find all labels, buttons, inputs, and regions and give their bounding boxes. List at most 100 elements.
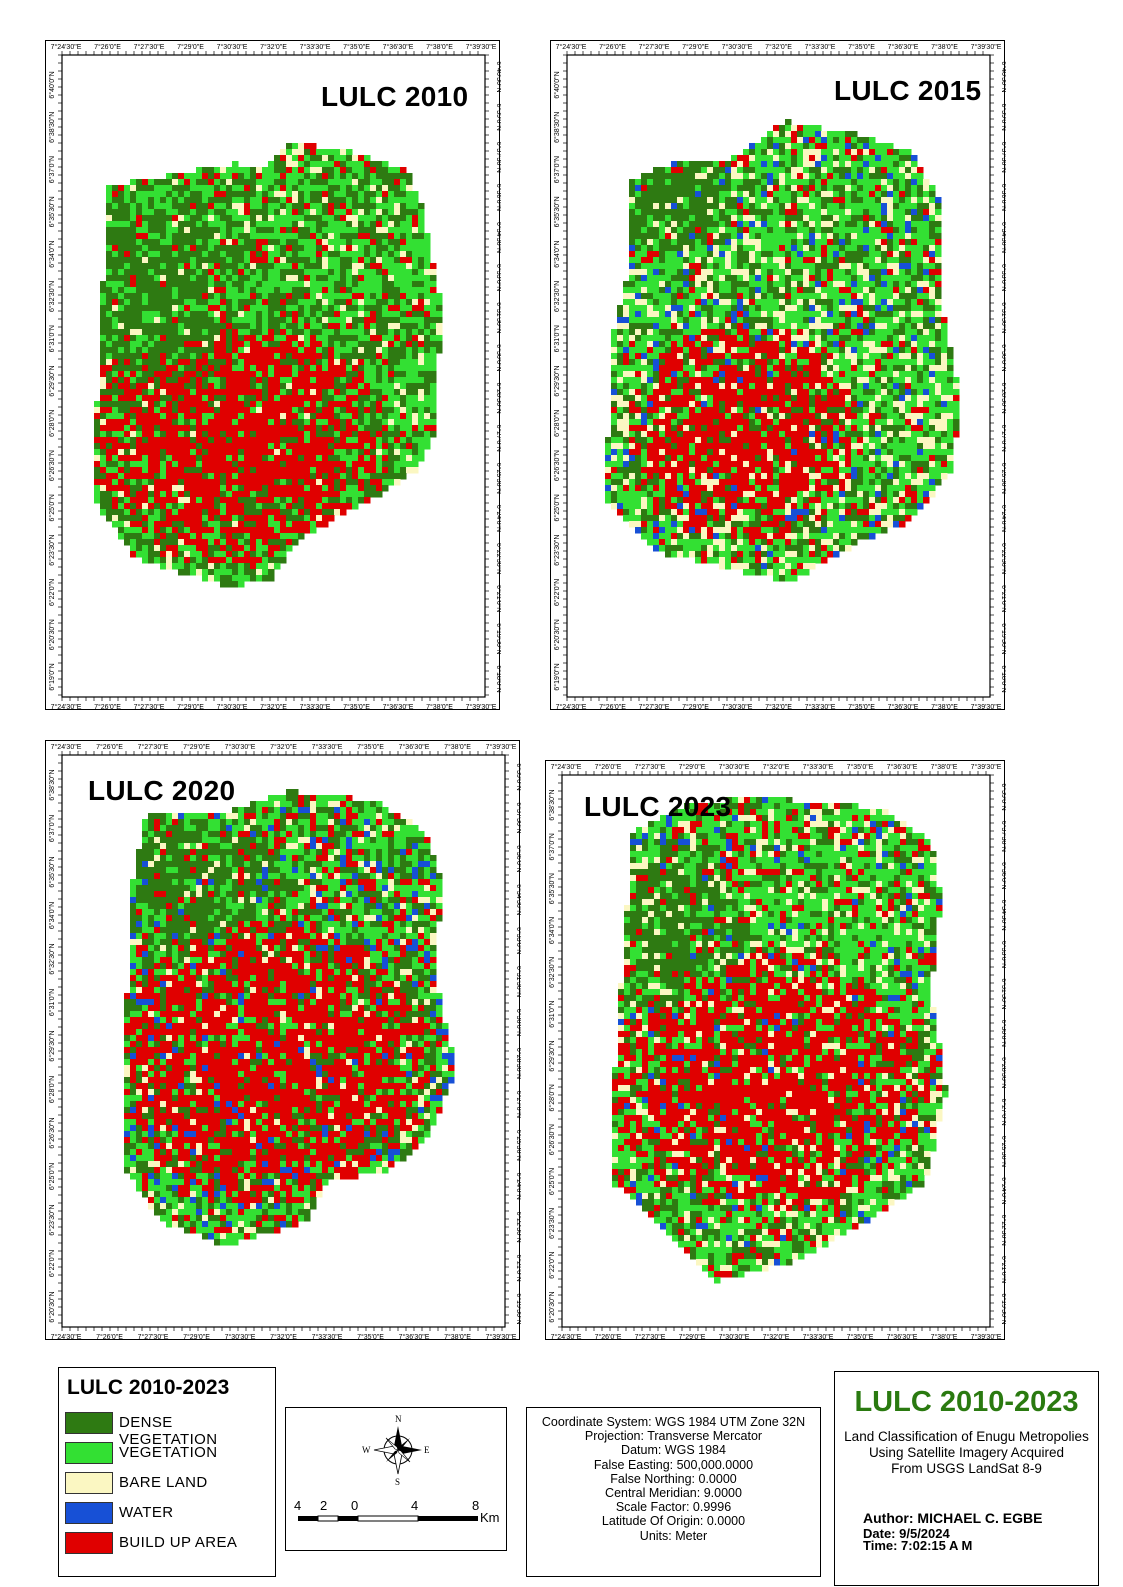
x-tick-label: 7°27'30"E — [138, 1333, 169, 1341]
y-tick-label: 6°20'30"N — [48, 619, 56, 650]
y-tick-label: 6°37'0"N — [48, 156, 56, 183]
x-tick-label: 7°26'0"E — [599, 43, 626, 51]
x-tick-label: 7°33'30"E — [805, 43, 836, 51]
x-tick-label: 7°29'0"E — [177, 43, 204, 51]
coord-line: False Northing: 0.0000 — [610, 1471, 737, 1486]
map-neatline — [566, 54, 991, 698]
x-tick-label: 7°26'0"E — [595, 1333, 622, 1341]
legend-label: BARE LAND — [119, 1474, 208, 1491]
y-tick-label-right: 6°40'30"N — [495, 61, 501, 92]
y-tick-label-right: 6°31'30"N — [515, 966, 521, 997]
y-tick-label-right: 6°40'30"N — [1000, 61, 1006, 92]
x-tick-label: 7°35'0"E — [847, 1333, 874, 1341]
x-tick-label: 7°29'0"E — [682, 703, 709, 711]
coordinate-info-box: Coordinate System: WGS 1984 UTM Zone 32N… — [526, 1407, 821, 1577]
x-tick-label: 7°30'30"E — [719, 763, 750, 771]
y-tick-label: 6°28'0"N — [553, 410, 561, 437]
y-tick-label-right: 6°24'0"N — [495, 505, 501, 532]
map-frame-2023: 7°24'30"E 7°24'30"E 7°26'0"E 7°26'0"E 7°27'3… — [545, 760, 1006, 1341]
coord-line: Projection: Transverse Mercator — [584, 1429, 763, 1444]
y-tick-label: 6°37'0"N — [553, 156, 561, 183]
x-tick-label: 7°27'30"E — [134, 703, 165, 711]
y-tick-label: 6°28'0"N — [48, 1076, 56, 1103]
y-tick-label: 6°32'30"N — [48, 943, 56, 974]
scale-label: 0 — [351, 1498, 358, 1513]
legend-label: VEGETATION — [119, 1444, 218, 1461]
x-tick-label: 7°24'30"E — [551, 763, 582, 771]
lulc-raster — [605, 119, 960, 582]
map-title-2015: LULC 2015 — [834, 75, 982, 106]
y-tick-label-right: 6°18'0"N — [495, 665, 501, 692]
y-tick-label-right: 6°25'30"N — [1000, 1136, 1006, 1167]
x-tick-label: 7°35'0"E — [357, 1333, 384, 1341]
x-tick-label: 7°26'0"E — [94, 43, 121, 51]
author-date: Date: 9/5/2024 — [863, 1526, 950, 1541]
lulc-raster — [94, 143, 443, 588]
y-tick-label-right: 6°37'30"N — [1000, 142, 1006, 173]
x-tick-label: 7°35'0"E — [357, 743, 384, 751]
y-tick-label: 6°35'30"N — [553, 196, 561, 227]
x-tick-label: 7°24'30"E — [51, 703, 82, 711]
y-tick-label-right: 6°24'0"N — [515, 1173, 521, 1200]
coord-line: Scale Factor: 0.9996 — [615, 1500, 732, 1515]
y-tick-label: 6°38'30"N — [548, 789, 556, 820]
y-tick-label-right: 6°31'30"N — [495, 302, 501, 333]
y-tick-label-right: 6°19'30"N — [515, 1293, 521, 1324]
east-label: E — [424, 1445, 430, 1455]
y-tick-label: 6°26'30"N — [48, 1117, 56, 1148]
y-tick-label: 6°20'30"N — [548, 1291, 556, 1322]
y-tick-label-right: 6°30'0"N — [1000, 344, 1006, 371]
y-tick-label-right: 6°39'0"N — [1000, 104, 1006, 131]
y-tick-label-right: 6°19'30"N — [1000, 1293, 1006, 1324]
map-frame-2020: 7°24'30"E 7°24'30"E 7°26'0"E 7°26'0"E 7°27'3… — [45, 740, 521, 1341]
map-canvas-2015: 7°24'30"E 7°24'30"E 7°26'0"E 7°26'0"E 7°27'3… — [553, 43, 1006, 711]
y-tick-label-right: 6°25'30"N — [1000, 463, 1006, 494]
graticule-ticks — [58, 51, 489, 701]
x-tick-label: 7°26'0"E — [599, 703, 626, 711]
x-tick-label: 7°29'0"E — [679, 1333, 706, 1341]
map-canvas-2023: 7°24'30"E 7°24'30"E 7°26'0"E 7°26'0"E 7°27'3… — [548, 763, 1006, 1341]
legend-swatch — [65, 1412, 113, 1434]
x-tick-label: 7°33'30"E — [312, 743, 343, 751]
scale-unit: Km — [480, 1510, 500, 1525]
x-tick-label: 7°26'0"E — [595, 763, 622, 771]
y-tick-label: 6°29'30"N — [48, 365, 56, 396]
x-tick-label: 7°30'30"E — [217, 43, 248, 51]
y-tick-label-right: 6°34'30"N — [1000, 900, 1006, 931]
y-tick-label: 6°40'0"N — [48, 71, 56, 98]
y-tick-label: 6°22'0"N — [48, 1250, 56, 1277]
x-tick-label: 7°32'0"E — [260, 703, 287, 711]
map-neatline — [61, 54, 486, 698]
legend-item-build-up-area: BUILD UP AREA — [65, 1530, 275, 1556]
y-tick-label: 6°23'30"N — [48, 535, 56, 566]
y-tick-label: 6°26'30"N — [548, 1124, 556, 1155]
x-tick-label: 7°26'0"E — [96, 1333, 123, 1341]
coord-line: Datum: WGS 1984 — [621, 1443, 726, 1458]
y-tick-label-right: 6°33'0"N — [1000, 264, 1006, 291]
y-tick-label-right: 6°30'0"N — [495, 344, 501, 371]
scale-label: 4 — [411, 1498, 418, 1513]
legend-label: BUILD UP AREA — [119, 1534, 238, 1551]
y-tick-label: 6°23'30"N — [548, 1208, 556, 1239]
x-tick-label: 7°39'30"E — [466, 703, 497, 711]
lulc-raster — [612, 797, 949, 1284]
subtitle-line: From USGS LandSat 8-9 — [891, 1461, 1042, 1476]
x-tick-label: 7°39'30"E — [486, 1333, 517, 1341]
x-tick-label: 7°27'30"E — [134, 43, 165, 51]
x-tick-label: 7°36'30"E — [887, 763, 918, 771]
y-tick-label-right: 6°28'30"N — [1000, 382, 1006, 413]
y-tick-label: 6°26'30"N — [48, 450, 56, 481]
x-tick-label: 7°38'0"E — [426, 703, 453, 711]
subtitle-line: Using Satellite Imagery Acquired — [868, 1445, 1065, 1460]
x-tick-label: 7°29'0"E — [183, 1333, 210, 1341]
subtitle: Land Classification of Enugu Metropolies… — [835, 1429, 1098, 1477]
subtitle-line: Land Classification of Enugu Metropolies — [844, 1429, 1089, 1444]
x-tick-label: 7°30'30"E — [722, 703, 753, 711]
x-tick-label: 7°36'30"E — [399, 743, 430, 751]
x-tick-label: 7°30'30"E — [217, 703, 248, 711]
y-tick-label: 6°32'30"N — [553, 281, 561, 312]
x-tick-label: 7°39'30"E — [971, 703, 1002, 711]
y-tick-label: 6°37'0"N — [548, 833, 556, 860]
x-tick-label: 7°30'30"E — [722, 43, 753, 51]
y-tick-label: 6°20'30"N — [48, 1291, 56, 1322]
